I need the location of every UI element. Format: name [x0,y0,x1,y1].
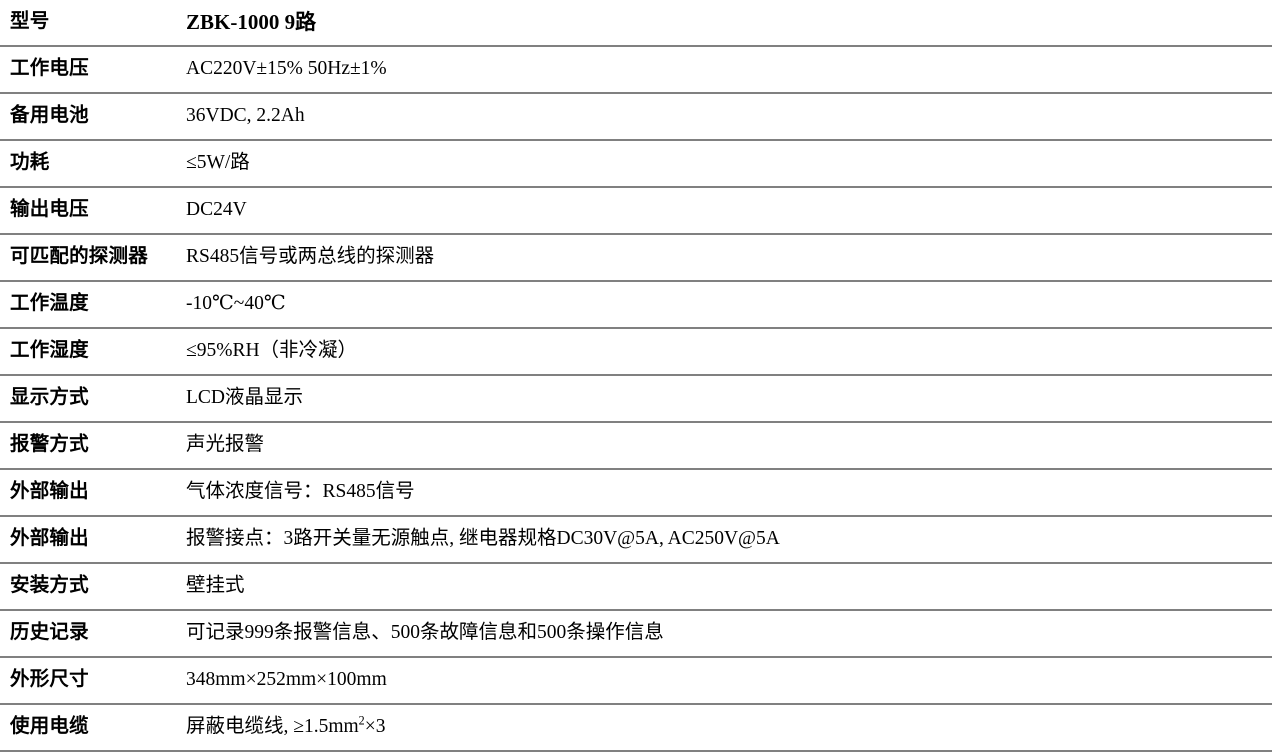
table-row: 历史记录 可记录999条报警信息、500条故障信息和500条操作信息 [0,610,1281,658]
spec-label-cell: 型号 [0,0,186,47]
table-row: 显示方式 LCD液晶显示 [0,375,1281,423]
spec-label: 使用电缆 [10,716,89,738]
spec-value: ≤95%RH（非冷凝） [186,340,358,362]
spec-label-cell: 可匹配的探测器 [0,234,186,282]
spec-value: ≤5W/路 [186,152,250,174]
spec-value-cell: 气体浓度信号：RS485信号 [186,469,1272,517]
spec-value-cell: DC24V [186,187,1272,235]
spec-value: 屏蔽电缆线, ≥1.5mm2×3 [186,713,386,738]
table-row: 安装方式 壁挂式 [0,563,1281,611]
spec-value-cell: LCD液晶显示 [186,375,1272,423]
table-row: 型号 ZBK-1000 9路 [0,0,1281,47]
spec-value: 可记录999条报警信息、500条故障信息和500条操作信息 [186,622,664,644]
table-row: 工作电压 AC220V±15% 50Hz±1% [0,46,1281,94]
spec-label-cell: 工作温度 [0,281,186,329]
spec-value-cell: 壁挂式 [186,563,1272,611]
spec-label: 备用电池 [10,105,89,127]
spec-label-cell: 报警方式 [0,422,186,470]
row-gutter [1272,0,1281,46]
row-gutter [1272,328,1281,375]
table-row: 工作湿度 ≤95%RH（非冷凝） [0,328,1281,376]
row-gutter [1272,422,1281,469]
spec-value-cell: ≤5W/路 [186,140,1272,188]
spec-label: 型号 [10,11,50,33]
spec-value-cell: 348mm×252mm×100mm [186,657,1272,705]
spec-value-cell: ZBK-1000 9路 [186,0,1272,47]
spec-label-cell: 工作电压 [0,46,186,94]
spec-label-cell: 功耗 [0,140,186,188]
spec-label: 可匹配的探测器 [10,246,148,268]
spec-value: RS485信号或两总线的探测器 [186,246,435,268]
table-row: 报警方式 声光报警 [0,422,1281,470]
spec-value: AC220V±15% 50Hz±1% [186,58,387,80]
spec-value: 壁挂式 [186,575,245,597]
spec-label: 功耗 [10,152,50,174]
spec-label: 报警方式 [10,434,89,456]
row-gutter [1272,610,1281,657]
spec-label-cell: 工作湿度 [0,328,186,376]
table-row: 工作温度 -10℃~40℃ [0,281,1281,329]
spec-value-cell: -10℃~40℃ [186,281,1272,329]
spec-value-cell: 报警接点：3路开关量无源触点, 继电器规格DC30V@5A, AC250V@5A [186,516,1272,564]
spec-value-cell: RS485信号或两总线的探测器 [186,234,1272,282]
row-gutter [1272,46,1281,93]
row-gutter [1272,657,1281,704]
spec-value: 声光报警 [186,434,265,456]
spec-label: 外部输出 [10,528,89,550]
spec-value-cell: 可记录999条报警信息、500条故障信息和500条操作信息 [186,610,1272,658]
spec-value: 报警接点：3路开关量无源触点, 继电器规格DC30V@5A, AC250V@5A [186,528,780,550]
spec-label: 历史记录 [10,622,89,644]
spec-label-cell: 备用电池 [0,93,186,141]
row-gutter [1272,375,1281,422]
spec-value: 36VDC, 2.2Ah [186,105,305,127]
row-gutter [1272,563,1281,610]
row-gutter [1272,140,1281,187]
spec-label: 外形尺寸 [10,669,89,691]
spec-label-cell: 使用电缆 [0,704,186,752]
spec-value: ZBK-1000 9路 [186,10,317,35]
spec-label-cell: 安装方式 [0,563,186,611]
spec-value: DC24V [186,199,247,221]
row-gutter [1272,234,1281,281]
spec-label: 外部输出 [10,481,89,503]
spec-value-cell: 36VDC, 2.2Ah [186,93,1272,141]
row-gutter [1272,516,1281,563]
table-row: 备用电池 36VDC, 2.2Ah [0,93,1281,141]
spec-label-cell: 显示方式 [0,375,186,423]
row-gutter [1272,704,1281,751]
spec-label-cell: 外部输出 [0,469,186,517]
spec-label-cell: 外部输出 [0,516,186,564]
spec-value-cell: 声光报警 [186,422,1272,470]
spec-label-cell: 外形尺寸 [0,657,186,705]
spec-value: 348mm×252mm×100mm [186,669,387,691]
row-gutter [1272,187,1281,234]
spec-value-cell: 屏蔽电缆线, ≥1.5mm2×3 [186,704,1272,752]
spec-value: -10℃~40℃ [186,293,286,315]
table-row: 可匹配的探测器 RS485信号或两总线的探测器 [0,234,1281,282]
spec-label-cell: 输出电压 [0,187,186,235]
spec-label: 显示方式 [10,387,89,409]
spec-label-cell: 历史记录 [0,610,186,658]
spec-label: 工作电压 [10,58,89,80]
row-gutter [1272,93,1281,140]
table-row: 输出电压 DC24V [0,187,1281,235]
spec-value-cell: AC220V±15% 50Hz±1% [186,46,1272,94]
spec-label: 工作温度 [10,293,89,315]
spec-label: 工作湿度 [10,340,89,362]
table-row: 外形尺寸 348mm×252mm×100mm [0,657,1281,705]
table-row: 功耗 ≤5W/路 [0,140,1281,188]
spec-label: 输出电压 [10,199,89,221]
spec-value: LCD液晶显示 [186,387,304,409]
row-gutter [1272,281,1281,328]
spec-label: 安装方式 [10,575,89,597]
spec-value: 气体浓度信号：RS485信号 [186,481,415,503]
row-gutter [1272,469,1281,516]
table-row: 外部输出 报警接点：3路开关量无源触点, 继电器规格DC30V@5A, AC250… [0,516,1281,564]
table-row: 外部输出 气体浓度信号：RS485信号 [0,469,1281,517]
spec-value-cell: ≤95%RH（非冷凝） [186,328,1272,376]
table-row: 使用电缆 屏蔽电缆线, ≥1.5mm2×3 [0,704,1281,752]
